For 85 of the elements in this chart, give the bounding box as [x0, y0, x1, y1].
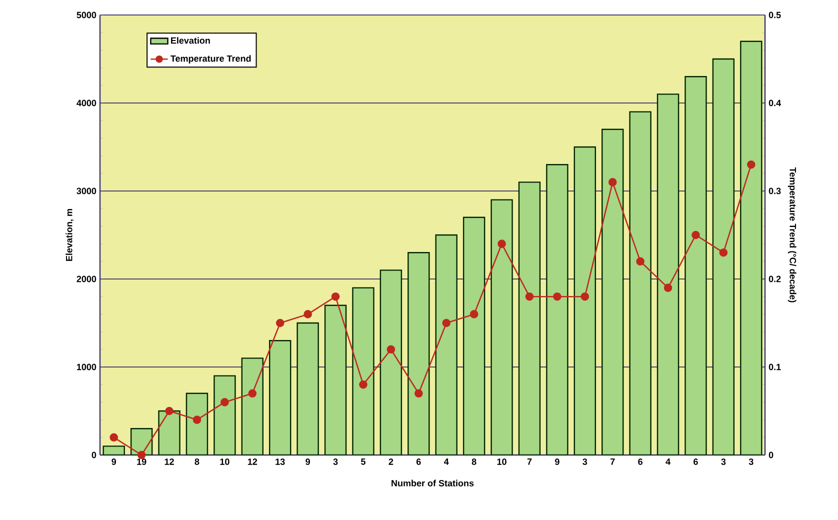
x-tick-label: 12 — [164, 458, 174, 465]
bar — [352, 287, 374, 455]
x-tick-label: 9 — [306, 458, 310, 465]
x-tick-label: 6 — [638, 458, 642, 465]
y-tick-label: 1000 — [77, 364, 96, 370]
point — [664, 284, 672, 292]
point — [192, 416, 202, 424]
point — [580, 292, 590, 301]
x-tick-label: 5 — [361, 458, 366, 465]
bar — [629, 111, 652, 455]
x-tick-label: 19 — [137, 458, 146, 465]
x-tick-label: 3 — [333, 458, 338, 465]
bar — [241, 358, 264, 455]
bar — [684, 76, 707, 455]
x-tick-label: 8 — [472, 458, 476, 465]
point — [553, 292, 562, 301]
point — [498, 240, 506, 248]
x-tick-label: 9 — [112, 458, 116, 465]
bar — [712, 58, 735, 455]
bar — [296, 322, 319, 455]
point — [747, 160, 756, 169]
point — [248, 389, 257, 398]
point — [414, 389, 423, 398]
point — [719, 248, 728, 257]
x-tick-label: 9 — [555, 458, 560, 465]
bar — [186, 392, 208, 455]
bar — [380, 270, 402, 455]
y2-tick-label: 0 — [768, 452, 774, 458]
y-tick-label: 0 — [92, 452, 96, 458]
y-tick-label: 3000 — [76, 188, 96, 194]
y2-axis-title: Temperature Trend (°C/ decade) — [788, 167, 796, 302]
bar — [546, 164, 568, 455]
y-tick-label: 2000 — [76, 276, 96, 282]
legend-label: Elevation — [171, 37, 210, 44]
x-tick-label: 4 — [444, 458, 449, 465]
bar — [324, 304, 347, 455]
y2-tick-label: 0.3 — [768, 188, 781, 194]
point — [386, 345, 396, 354]
bar — [740, 40, 762, 455]
x-tick-label: 10 — [497, 458, 506, 465]
point — [304, 310, 312, 318]
x-tick-label: 6 — [416, 458, 421, 465]
x-tick-label: 3 — [721, 458, 726, 465]
y2-tick-label: 0.5 — [768, 12, 781, 18]
x-axis-title: Number of Stations — [392, 480, 474, 486]
bar — [518, 182, 541, 455]
x-tick-label: 7 — [610, 458, 615, 465]
point — [165, 406, 174, 416]
x-tick-label: 2 — [388, 458, 394, 465]
x-tick-label: 13 — [276, 458, 285, 465]
bar — [408, 252, 430, 455]
point — [442, 318, 451, 328]
x-tick-label: 10 — [220, 458, 230, 465]
bar — [462, 216, 486, 455]
point — [525, 292, 534, 301]
bar — [269, 340, 292, 455]
bar — [656, 94, 680, 455]
y2-tick-label: 0.1 — [768, 364, 781, 370]
y-axis-title: Elevation, m — [66, 209, 74, 261]
y2-tick-label: 0.2 — [768, 276, 781, 282]
x-tick-label: 3 — [582, 458, 588, 465]
x-tick-label: 12 — [248, 458, 258, 465]
bar — [490, 199, 513, 455]
point — [110, 433, 118, 442]
bar — [435, 234, 458, 455]
point — [470, 310, 478, 318]
point — [608, 178, 617, 186]
point — [636, 257, 644, 266]
legend-label: Temperature Trend — [170, 55, 251, 64]
y-tick-label: 5000 — [76, 12, 96, 18]
bar — [602, 128, 624, 455]
point — [220, 398, 229, 406]
x-tick-label: 4 — [666, 458, 670, 465]
bar — [574, 146, 596, 455]
point — [276, 318, 284, 328]
x-tick-label: 8 — [194, 458, 200, 465]
point — [331, 292, 340, 301]
y-tick-label: 4000 — [76, 100, 96, 106]
x-tick-label: 7 — [527, 458, 532, 465]
x-tick-label: 3 — [748, 458, 754, 465]
x-tick-label: 6 — [694, 458, 698, 465]
bar — [214, 375, 236, 455]
y2-tick-label: 0.4 — [768, 100, 781, 106]
point — [359, 380, 368, 389]
point — [692, 230, 700, 240]
